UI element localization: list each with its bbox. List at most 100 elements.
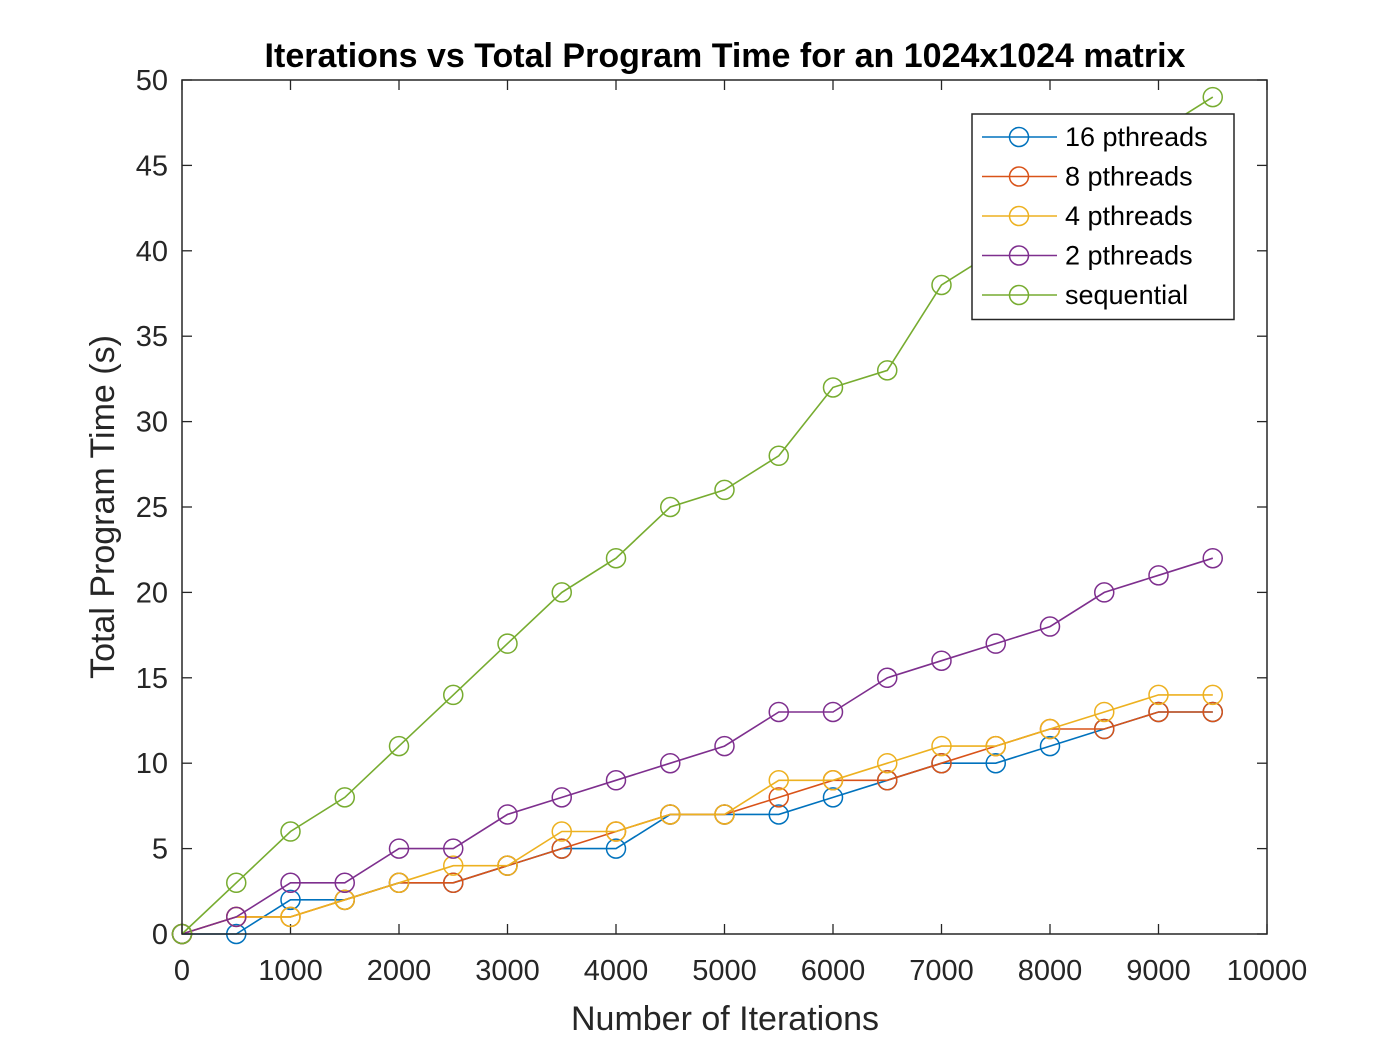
legend: 16 pthreads 8 pthreads 4 pthreads 2 pthread… xyxy=(971,113,1235,321)
data-point xyxy=(660,496,681,518)
y-tick-label: 20 xyxy=(136,577,168,609)
data-point xyxy=(226,872,247,894)
y-tick-label: 40 xyxy=(136,236,168,268)
data-point xyxy=(985,752,1006,774)
data-point xyxy=(605,838,627,859)
data-point xyxy=(768,804,789,825)
data-point xyxy=(877,770,898,791)
data-point xyxy=(822,377,844,398)
data-point xyxy=(443,684,464,706)
data-point xyxy=(605,547,627,569)
data-point xyxy=(1148,565,1169,586)
legend-item: 2 pthreads xyxy=(982,241,1193,271)
x-tick-label: 4000 xyxy=(584,955,649,987)
legend-label: sequential xyxy=(1065,280,1188,310)
data-point xyxy=(1202,86,1223,108)
data-point xyxy=(1094,701,1115,723)
data-point xyxy=(714,735,735,757)
data-point xyxy=(985,633,1006,654)
x-tick-label: 6000 xyxy=(801,955,866,987)
y-tick-label: 45 xyxy=(136,150,168,182)
y-tick-label: 0 xyxy=(152,919,168,951)
data-point xyxy=(1094,582,1115,603)
data-point xyxy=(388,872,410,894)
y-tick-label: 35 xyxy=(136,321,168,353)
legend-label: 8 pthreads xyxy=(1065,162,1193,192)
data-point xyxy=(334,872,355,894)
legend-label: 4 pthreads xyxy=(1065,201,1193,231)
data-point xyxy=(822,701,844,723)
y-tick-label: 15 xyxy=(136,663,168,695)
x-tick-label: 7000 xyxy=(909,955,974,987)
data-point xyxy=(1039,718,1061,740)
data-point xyxy=(551,582,572,603)
data-point xyxy=(1039,735,1061,757)
data-point xyxy=(551,838,572,859)
legend-label: 2 pthreads xyxy=(1065,241,1193,271)
x-tick-label: 1000 xyxy=(258,955,323,987)
data-point xyxy=(605,770,627,791)
x-tick-label: 5000 xyxy=(692,955,757,987)
data-point xyxy=(388,735,410,757)
data-point xyxy=(1202,547,1223,569)
data-point xyxy=(877,752,898,774)
data-point xyxy=(768,787,789,808)
data-point xyxy=(497,804,518,825)
legend-item: 8 pthreads xyxy=(982,162,1193,192)
data-point xyxy=(714,479,735,501)
legend-marker xyxy=(1008,205,1030,227)
x-tick-label: 10000 xyxy=(1227,955,1308,987)
data-point xyxy=(768,770,789,791)
legend-marker xyxy=(1008,126,1030,148)
series-3 xyxy=(171,547,1223,945)
legend-marker xyxy=(1008,284,1030,306)
legend-marker xyxy=(1008,166,1030,187)
data-point xyxy=(931,752,952,774)
data-point xyxy=(443,855,464,876)
chart-title: Iterations vs Total Program Time for an … xyxy=(265,37,1186,75)
data-point xyxy=(660,804,681,825)
data-point xyxy=(714,804,735,825)
y-tick-label: 30 xyxy=(136,407,168,439)
x-axis-label: Number of Iterations xyxy=(571,1000,879,1038)
data-point xyxy=(226,906,247,928)
legend-item: 16 pthreads xyxy=(982,122,1208,152)
data-point xyxy=(497,855,518,876)
x-tick-label: 9000 xyxy=(1126,955,1191,987)
data-point xyxy=(443,872,464,894)
data-point xyxy=(280,906,301,928)
y-tick-label: 5 xyxy=(152,834,168,866)
data-point xyxy=(877,667,898,689)
data-point xyxy=(1202,684,1223,706)
data-point xyxy=(280,889,301,911)
data-point xyxy=(1148,701,1169,723)
x-tick-label: 2000 xyxy=(367,955,432,987)
x-tick-label: 8000 xyxy=(1018,955,1083,987)
data-point xyxy=(280,872,301,894)
x-tick-label: 3000 xyxy=(475,955,540,987)
data-point xyxy=(334,787,355,808)
data-point xyxy=(931,735,952,757)
y-tick-label: 50 xyxy=(136,65,168,97)
data-point xyxy=(1094,718,1115,740)
data-point xyxy=(877,360,898,381)
data-point xyxy=(605,821,627,842)
legend-item: 4 pthreads xyxy=(982,201,1193,231)
legend-marker xyxy=(1008,245,1030,266)
data-point xyxy=(1202,701,1223,723)
data-point xyxy=(985,735,1006,757)
data-point xyxy=(1039,616,1061,637)
data-point xyxy=(443,838,464,859)
y-tick-label: 10 xyxy=(136,748,168,780)
data-point xyxy=(768,445,789,467)
data-point xyxy=(551,821,572,842)
data-point xyxy=(334,889,355,911)
data-point xyxy=(1148,684,1169,706)
data-point xyxy=(280,821,301,842)
data-point xyxy=(822,770,844,791)
data-point xyxy=(822,787,844,808)
y-axis-label: Total Program Time (s) xyxy=(84,335,122,679)
data-point xyxy=(660,752,681,774)
legend-label: 16 pthreads xyxy=(1065,122,1208,152)
